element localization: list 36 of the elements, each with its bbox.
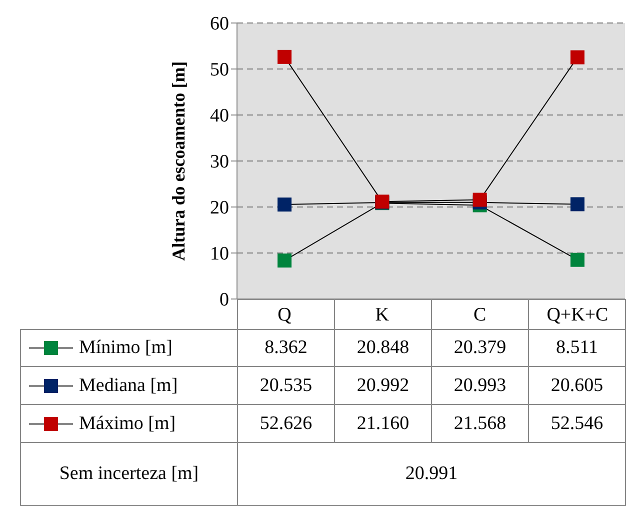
point [278,254,292,268]
data-label: 20.535 [237,366,335,405]
x-tick-label: C [473,304,486,326]
legend-label: Mediana [m] [79,374,178,396]
data-label: 20.605 [528,366,626,405]
data-label: 52.626 [237,404,335,443]
y-tick-label: 0 [220,290,229,311]
x-tick-label: K [375,304,390,326]
legend-label: Mínimo [m] [79,337,172,359]
point [570,252,584,267]
data-label: 8.362 [237,329,335,367]
data-label: 8.511 [528,329,626,367]
point [278,50,292,64]
legend-label: Máximo [m] [79,412,176,434]
data-label: 20.848 [334,329,432,367]
x-tick-label: Q+K+C [546,304,608,326]
data-label: 52.546 [528,404,626,443]
data-label: 20.993 [431,366,529,405]
y-axis-title: Altura do escoamento [m] [168,61,188,261]
point [278,198,292,212]
text: Sem incerteza [m] [59,463,199,485]
x-tick-label: Q [278,304,292,326]
text: 20.991 [237,442,626,506]
point [472,192,487,207]
data-label: 21.568 [431,404,529,443]
data-label: 21.160 [334,404,432,443]
y-tick-label: 20 [210,198,229,219]
y-tick-label: 60 [210,14,229,35]
y-tick-label: 40 [210,106,229,127]
point [570,50,584,64]
y-tick-label: 30 [210,152,229,173]
y-tick-label: 10 [210,244,229,265]
data-label: 20.379 [431,329,529,367]
y-tick-label: 50 [210,60,229,81]
data-label: 20.992 [334,366,432,405]
point [570,197,584,212]
